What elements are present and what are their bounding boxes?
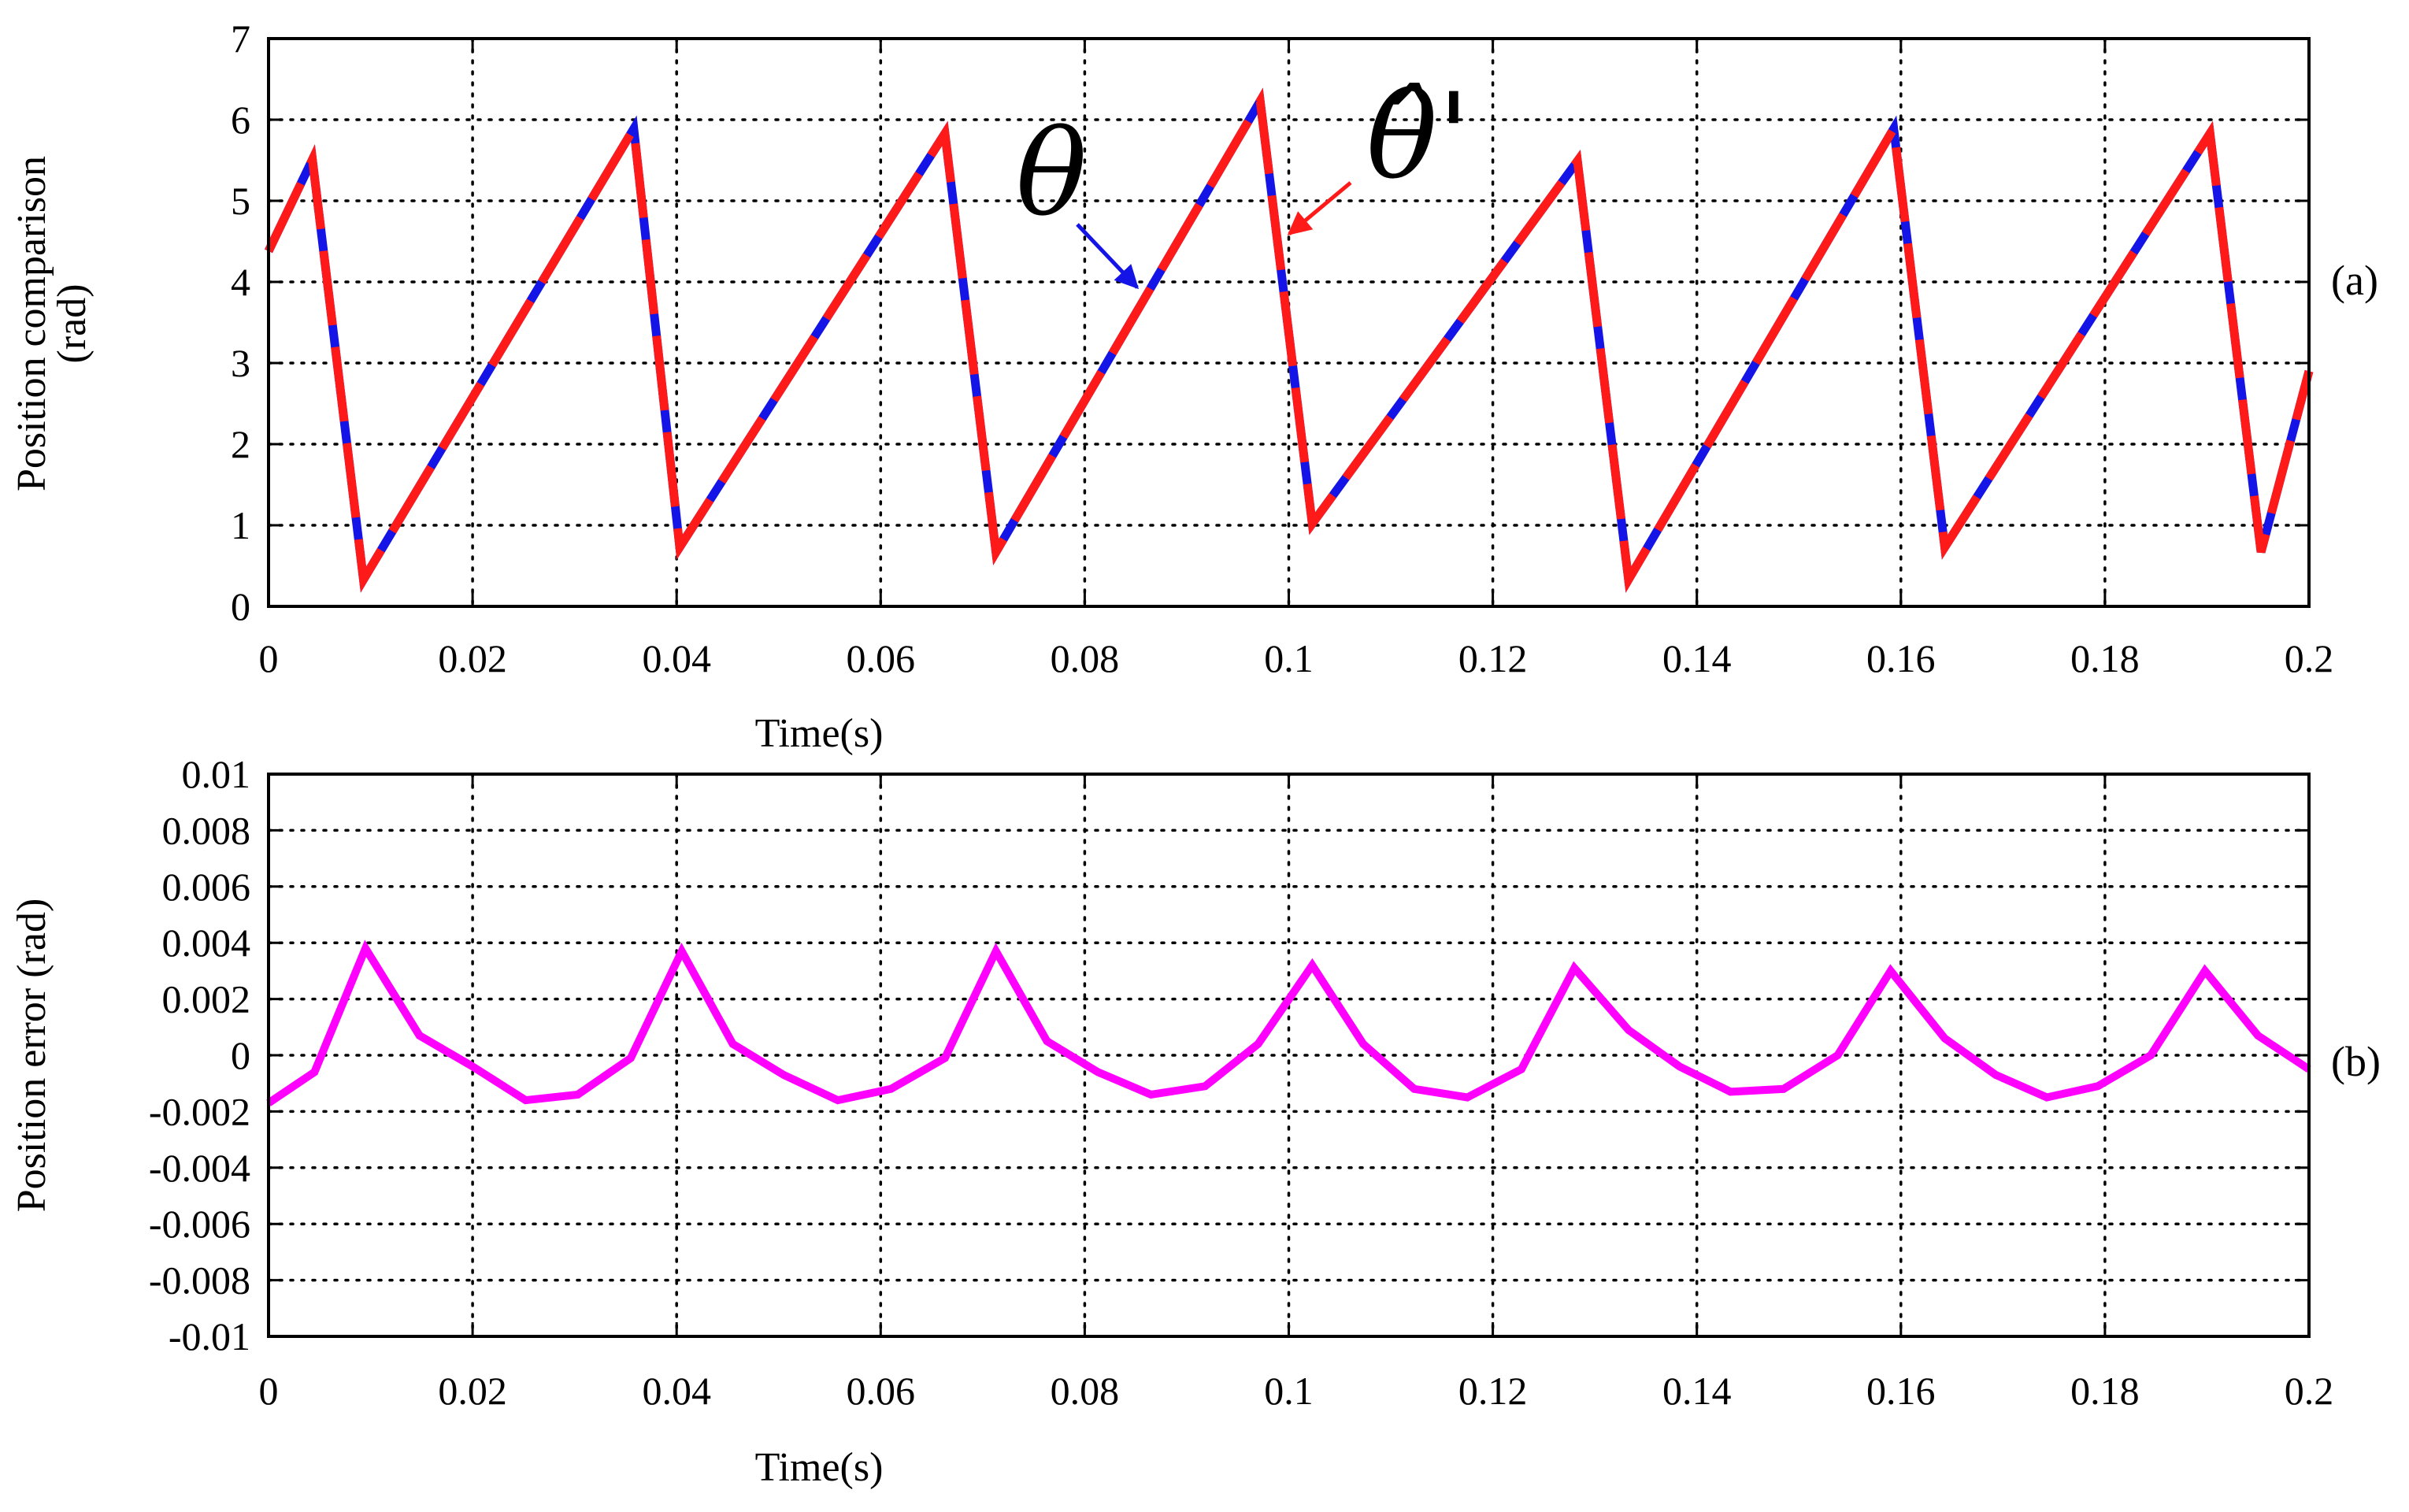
series-a	[265, 87, 2314, 593]
y-tick-label: -0.004	[149, 1146, 250, 1190]
y-axis-label-a-line1: Position comparison	[9, 156, 54, 491]
y-tick-label: 6	[231, 98, 250, 142]
y-tick-label: 0.002	[162, 977, 251, 1021]
theta-arrow	[1076, 223, 1140, 290]
x-tick-label: 0.04	[642, 1369, 711, 1413]
x-tick-label: 0	[259, 636, 279, 680]
ticks-b	[267, 773, 2311, 1338]
x-axis-label-a: Time(s)	[755, 711, 884, 756]
x-tick-label: 0.08	[1051, 636, 1120, 680]
y-tick-label: 3	[231, 341, 250, 385]
y-tick-label: -0.002	[149, 1089, 250, 1133]
series-b	[266, 939, 2311, 1106]
x-tick-label: 0.12	[1458, 636, 1528, 680]
x-tick-label: 0.18	[2070, 1369, 2140, 1413]
y-tick-label: 5	[231, 179, 250, 223]
x-tick-label: 0.06	[847, 636, 916, 680]
x-tick-labels-b: 0 0.02 0.04 0.06 0.08 0.1 0.12 0.14 0.16 0.18 0.2	[259, 1369, 2334, 1413]
x-tick-label: 0.1	[1264, 636, 1314, 680]
x-tick-labels-a: 0 0.02 0.04 0.06 0.08 0.1 0.12 0.14 0.16 0.18 0.2	[259, 636, 2334, 680]
x-tick-label: 0.16	[1866, 1369, 1936, 1413]
y-tick-label: 0.004	[162, 921, 251, 965]
x-tick-label: 0.14	[1662, 1369, 1732, 1413]
x-tick-label: 0.02	[438, 1369, 507, 1413]
y-tick-label: 0.008	[162, 808, 251, 852]
series-line-a-1	[265, 87, 2314, 593]
x-tick-label: 0	[259, 1369, 279, 1413]
y-tick-label: 0	[231, 584, 250, 628]
theta-annotation: θ	[1016, 106, 1087, 243]
y-axis-label-b: Position error (rad)	[9, 899, 54, 1213]
x-tick-label: 0.2	[2285, 636, 2334, 680]
panel-a: 0 0.02 0.04 0.06 0.08 0.1 0.12 0.14 0.16 0.18 0.2 …	[9, 17, 2378, 756]
y-tick-label: -0.01	[169, 1314, 250, 1358]
y-tick-label: 0	[231, 1033, 250, 1077]
x-tick-label: 0.08	[1051, 1369, 1120, 1413]
y-tick-label: 4	[231, 260, 250, 304]
y-tick-label: -0.006	[149, 1202, 250, 1246]
panel-tag-a: (a)	[2331, 257, 2378, 304]
y-tick-labels-b: 0.01 0.008 0.006 0.004 0.002 0 -0.002 -0.004 -0.…	[149, 752, 250, 1358]
x-tick-label: 0.04	[642, 636, 711, 680]
y-tick-label: 7	[231, 17, 250, 61]
x-tick-label: 0.14	[1662, 636, 1732, 680]
y-tick-label: 0.006	[162, 865, 251, 909]
y-tick-labels-a: 0 1 2 3 4 5 6 7	[231, 17, 250, 628]
y-tick-label: 2	[231, 422, 250, 466]
series-line-b-0	[266, 939, 2311, 1106]
x-tick-label: 0.02	[438, 636, 507, 680]
y-tick-label: -0.008	[149, 1258, 250, 1303]
y-axis-label-a-line2: (rad)	[50, 284, 95, 363]
panel-tag-b: (b)	[2331, 1038, 2381, 1085]
y-tick-label: 1	[231, 503, 250, 547]
theta-hat-annotation: θ̂'	[1366, 69, 1470, 206]
x-tick-label: 0.06	[847, 1369, 916, 1413]
x-tick-label: 0.1	[1264, 1369, 1314, 1413]
x-tick-label: 0.18	[2070, 636, 2140, 680]
x-tick-label: 0.16	[1866, 636, 1936, 680]
x-axis-label-b: Time(s)	[755, 1445, 884, 1490]
panel-b: 0 0.02 0.04 0.06 0.08 0.1 0.12 0.14 0.16 0.18 0.2 …	[9, 752, 2381, 1490]
x-tick-label: 0.2	[2285, 1369, 2334, 1413]
grid-a	[267, 37, 2311, 608]
ticks-a	[267, 37, 2311, 608]
theta-hat-arrow	[1287, 181, 1352, 235]
y-tick-label: 0.01	[182, 752, 251, 796]
grid-b	[267, 773, 2311, 1338]
x-tick-label: 0.12	[1458, 1369, 1528, 1413]
